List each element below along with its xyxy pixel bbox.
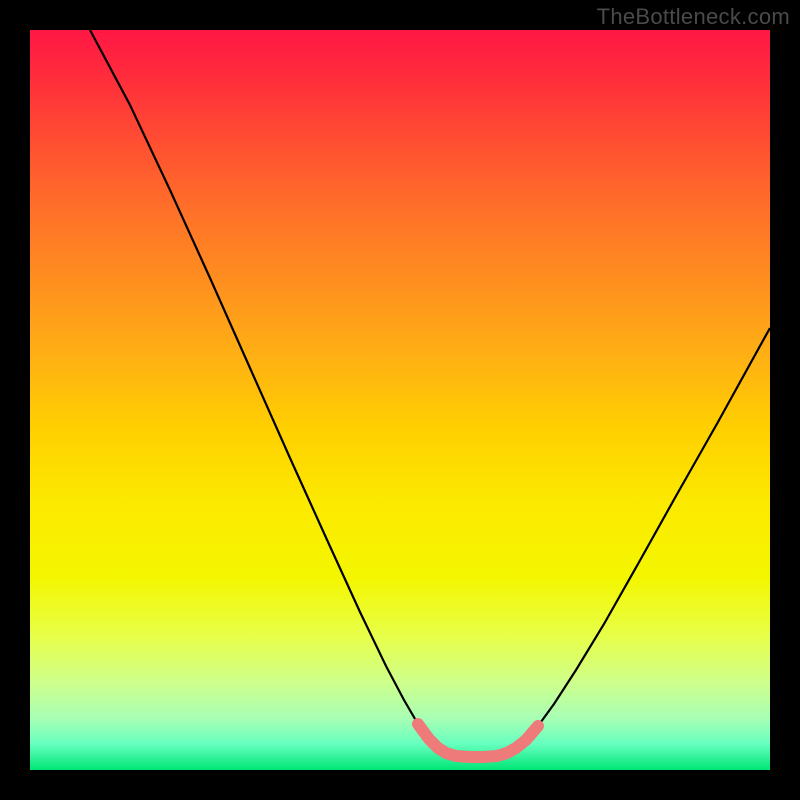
chart-canvas: TheBottleneck.com [0,0,800,800]
gradient-background [30,30,770,770]
bottleneck-curve-plot [30,30,770,770]
watermark-text: TheBottleneck.com [597,4,790,30]
